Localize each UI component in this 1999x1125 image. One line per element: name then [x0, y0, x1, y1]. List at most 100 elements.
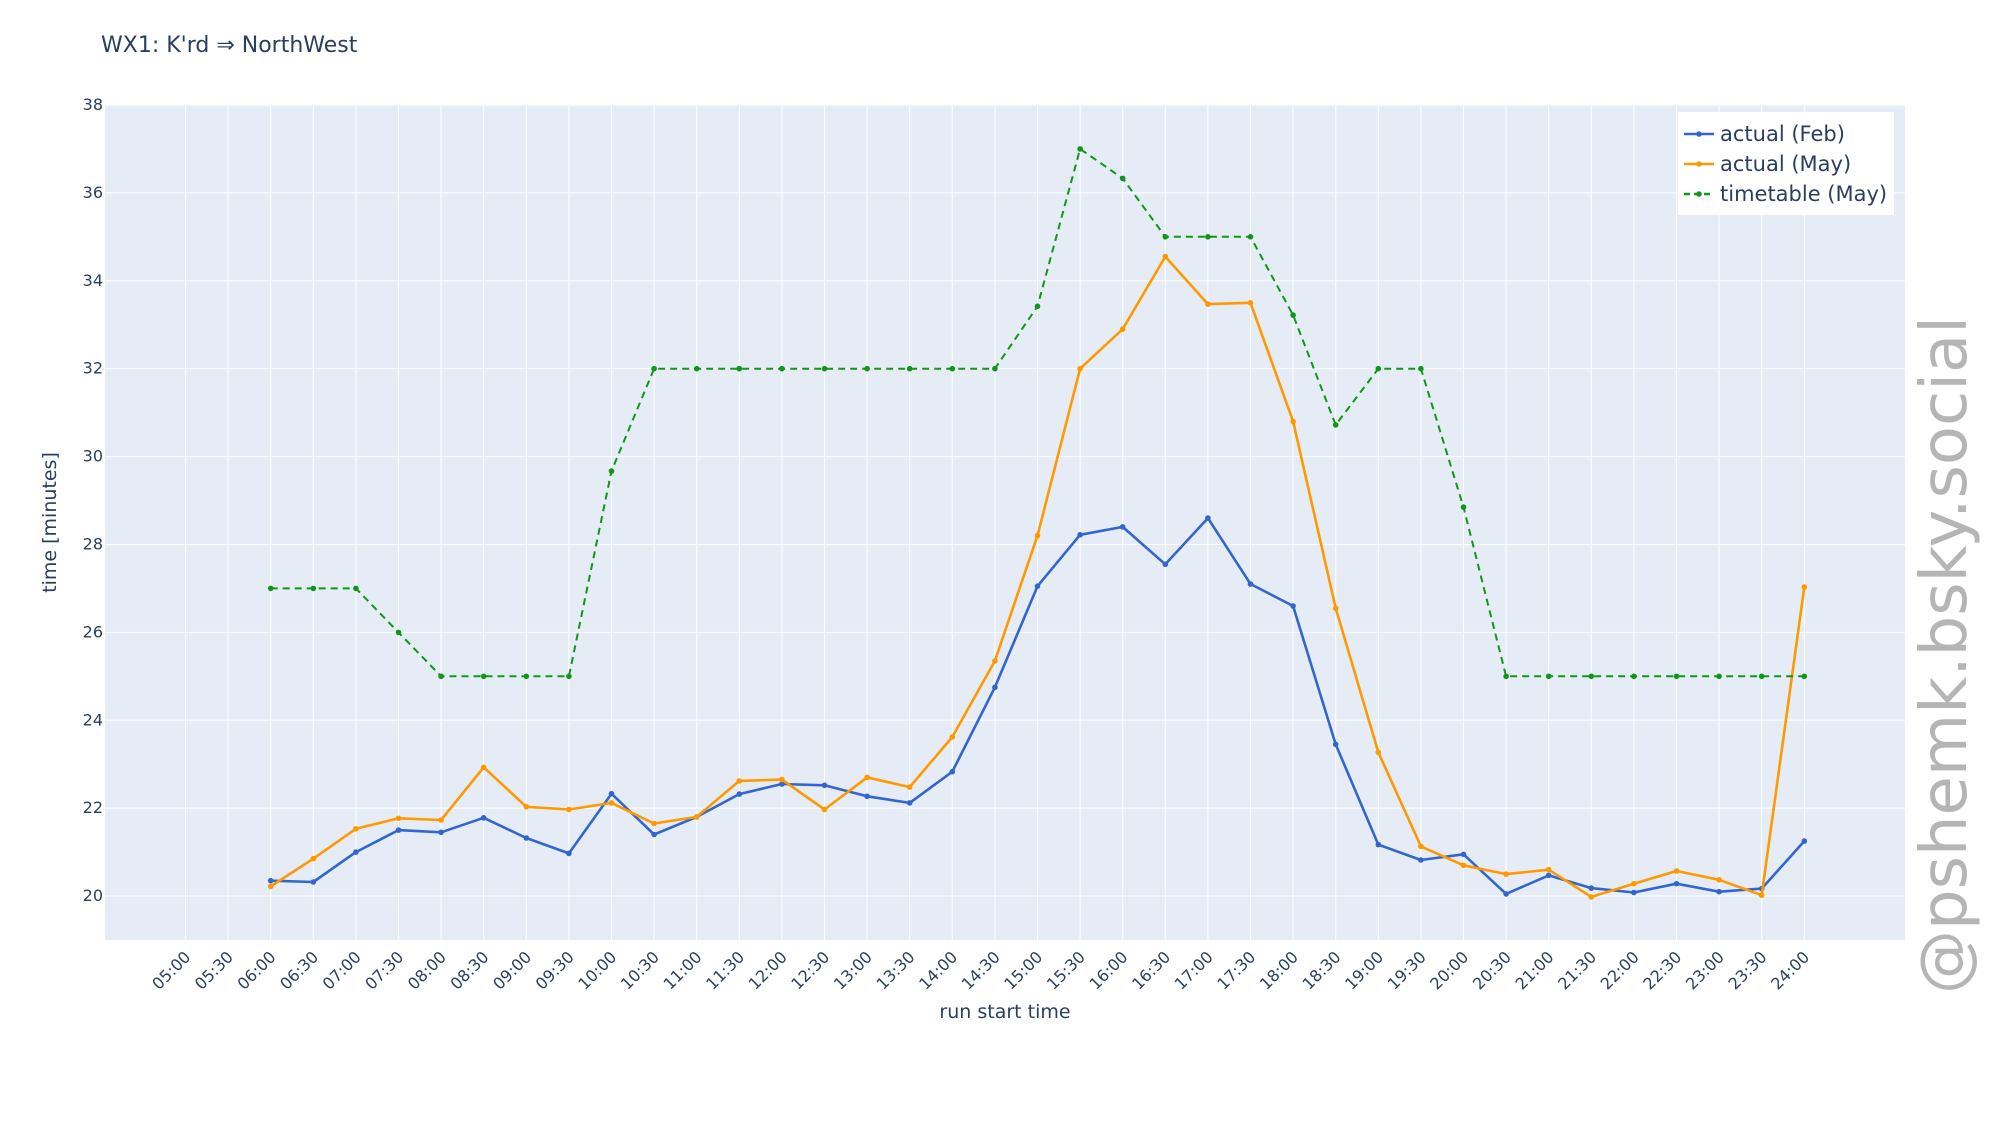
data-point: [480, 815, 487, 821]
data-point: [992, 365, 998, 372]
y-tick-label: 20: [83, 886, 103, 905]
y-axis-title: time [minutes]: [39, 452, 61, 593]
x-tick-label: 07:30: [361, 947, 407, 993]
data-point: [438, 817, 444, 823]
y-tick-label: 34: [83, 271, 103, 290]
data-point: [1247, 234, 1254, 240]
x-tick-label: 15:00: [1000, 947, 1046, 993]
x-tick-label: 17:30: [1213, 947, 1259, 993]
data-point: [1375, 841, 1382, 848]
data-point: [1588, 894, 1595, 900]
data-point: [1460, 851, 1467, 858]
data-point: [1673, 868, 1680, 874]
legend-marker: [1696, 191, 1702, 197]
x-tick-label: 16:00: [1085, 947, 1131, 993]
legend-label: actual (Feb): [1720, 122, 1845, 146]
y-tick-label: 38: [83, 95, 103, 114]
data-point: [310, 879, 317, 885]
x-tick-label: 21:30: [1554, 947, 1600, 993]
data-point: [1716, 877, 1722, 883]
legend-label: actual (May): [1720, 152, 1851, 176]
x-tick-label: 19:00: [1341, 947, 1387, 993]
data-point: [1801, 584, 1808, 590]
data-point: [1801, 838, 1808, 844]
x-tick-label: 09:30: [532, 947, 578, 993]
data-point: [1077, 146, 1083, 152]
data-point: [693, 814, 700, 820]
data-point: [651, 820, 657, 827]
data-point: [1631, 889, 1637, 896]
legend-label: timetable (May): [1720, 182, 1887, 206]
data-point: [1332, 741, 1339, 748]
data-point: [1631, 880, 1637, 887]
x-tick-label: 06:30: [276, 947, 322, 993]
data-point: [1077, 365, 1083, 372]
data-point: [864, 793, 870, 800]
data-point: [1332, 422, 1339, 428]
data-point: [949, 734, 956, 740]
x-tick-label: 17:00: [1171, 947, 1217, 993]
data-point: [353, 826, 359, 832]
data-point: [1205, 515, 1211, 521]
y-tick-label: 28: [83, 534, 103, 553]
data-point: [1119, 326, 1126, 332]
legend: actual (Feb) actual (May) timetable (May): [1678, 112, 1894, 215]
y-tick-label: 26: [83, 622, 103, 641]
data-point: [1034, 583, 1041, 589]
data-point: [438, 673, 444, 680]
data-point: [1716, 673, 1722, 680]
data-point: [353, 585, 359, 592]
data-point: [566, 850, 572, 857]
data-point: [1034, 303, 1041, 310]
x-tick-label: 05:30: [191, 947, 237, 993]
data-point: [1332, 605, 1339, 611]
data-point: [310, 855, 317, 862]
data-point: [310, 585, 317, 592]
data-point: [1418, 843, 1424, 850]
data-point: [1375, 365, 1382, 372]
data-point: [1545, 866, 1552, 873]
x-tick-label: 11:00: [659, 947, 705, 993]
data-point: [480, 673, 487, 680]
data-point: [1077, 532, 1083, 538]
data-point: [608, 790, 615, 797]
data-point: [821, 782, 828, 789]
data-point: [1673, 673, 1680, 680]
data-point: [523, 835, 530, 841]
data-point: [395, 815, 402, 822]
data-point: [1290, 418, 1296, 425]
x-tick-label: 14:00: [915, 947, 961, 993]
data-point: [608, 468, 615, 474]
data-point: [267, 883, 274, 890]
legend-marker: [1696, 131, 1702, 137]
data-point: [1247, 300, 1254, 306]
data-point: [1503, 871, 1509, 877]
y-axis-ticks: 20 22 24 26 28 30 32 34 36 38: [83, 95, 103, 905]
y-gridlines: [105, 104, 1905, 897]
x-tick-label: 10:30: [617, 947, 663, 993]
series-0: [267, 515, 1808, 897]
data-point: [1205, 234, 1211, 240]
data-point: [1758, 673, 1765, 680]
x-tick-label: 13:00: [830, 947, 876, 993]
data-point: [1460, 504, 1467, 510]
data-point: [1247, 581, 1254, 587]
data-point: [1290, 603, 1296, 609]
x-axis-title: run start time: [939, 1001, 1070, 1023]
data-point: [1034, 532, 1041, 539]
data-point: [395, 827, 402, 833]
data-point: [651, 831, 657, 838]
y-tick-label: 30: [83, 447, 103, 466]
x-tick-label: 18:00: [1256, 947, 1302, 993]
data-point: [1801, 673, 1808, 680]
x-tick-label: 05:00: [148, 947, 194, 993]
data-point: [736, 791, 743, 797]
data-point: [736, 365, 743, 372]
data-point: [1119, 524, 1126, 530]
data-point: [1758, 892, 1765, 898]
data-point: [1290, 312, 1296, 318]
data-point: [736, 778, 743, 784]
data-point: [1631, 673, 1637, 680]
data-point: [1460, 862, 1467, 869]
